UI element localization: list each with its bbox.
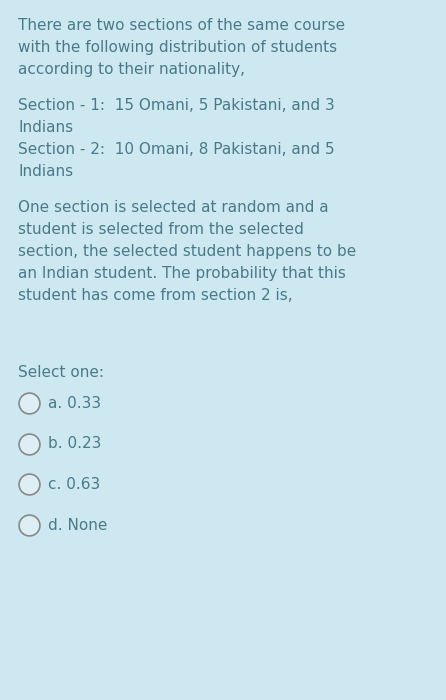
Text: There are two sections of the same course: There are two sections of the same cours… [18, 18, 345, 33]
Text: c. 0.63: c. 0.63 [48, 477, 100, 492]
Text: Section - 2:  10 Omani, 8 Pakistani, and 5: Section - 2: 10 Omani, 8 Pakistani, and … [18, 142, 334, 157]
Text: student has come from section 2 is,: student has come from section 2 is, [18, 288, 293, 303]
Text: section, the selected student happens to be: section, the selected student happens to… [18, 244, 356, 259]
Text: Select one:: Select one: [18, 365, 104, 380]
Text: d. None: d. None [48, 518, 107, 533]
Text: with the following distribution of students: with the following distribution of stude… [18, 40, 337, 55]
Text: a. 0.33: a. 0.33 [48, 395, 101, 411]
Text: student is selected from the selected: student is selected from the selected [18, 222, 304, 237]
Text: b. 0.23: b. 0.23 [48, 437, 101, 452]
Text: Indians: Indians [18, 120, 73, 135]
Text: Indians: Indians [18, 164, 73, 179]
Text: according to their nationality,: according to their nationality, [18, 62, 245, 77]
Text: an Indian student. The probability that this: an Indian student. The probability that … [18, 266, 346, 281]
Text: One section is selected at random and a: One section is selected at random and a [18, 200, 329, 215]
Text: Section - 1:  15 Omani, 5 Pakistani, and 3: Section - 1: 15 Omani, 5 Pakistani, and … [18, 98, 335, 113]
